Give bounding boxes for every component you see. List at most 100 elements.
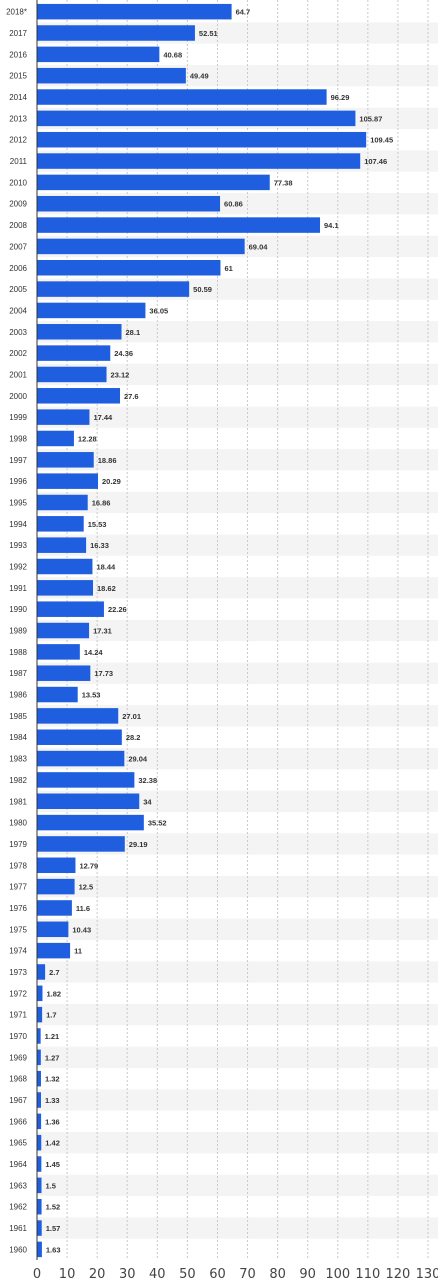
y-tick-label: 1984 xyxy=(9,733,27,742)
y-tick-label: 2015 xyxy=(9,72,27,81)
data-label: 1.57 xyxy=(46,1224,61,1233)
y-tick-label: 2017 xyxy=(9,29,27,38)
y-tick-label: 1961 xyxy=(9,1224,27,1233)
x-tick-label: 90 xyxy=(299,1267,316,1280)
bar xyxy=(37,217,321,233)
y-tick-label: 1990 xyxy=(9,605,27,614)
bar xyxy=(37,708,119,724)
y-tick-label: 1997 xyxy=(9,456,27,465)
bar xyxy=(37,793,140,809)
bar xyxy=(37,494,88,511)
bar xyxy=(37,644,80,660)
data-labels: 64.7 52.51 40.68 49.49 96.29 105.87 109.45 107.… xyxy=(45,8,394,1255)
data-label: 1.33 xyxy=(45,1096,60,1105)
data-label: 1.42 xyxy=(45,1139,60,1148)
row-band xyxy=(37,1046,438,1068)
y-tick-label: 1980 xyxy=(9,819,27,828)
data-label: 52.51 xyxy=(199,29,218,38)
y-tick-label: 1966 xyxy=(9,1117,27,1126)
x-tick-label: 30 xyxy=(119,1267,136,1280)
data-label: 10.43 xyxy=(72,925,91,934)
data-label: 34 xyxy=(143,797,152,806)
row-band xyxy=(37,1132,438,1154)
data-label: 18.86 xyxy=(98,456,117,465)
data-label: 96.29 xyxy=(331,93,350,102)
bar xyxy=(37,1156,42,1172)
data-label: 16.33 xyxy=(90,541,109,550)
data-label: 50.59 xyxy=(193,285,212,294)
x-tick-label: 20 xyxy=(89,1267,106,1280)
row-band xyxy=(37,534,438,556)
y-tick-label: 1969 xyxy=(9,1053,27,1062)
y-tick-label: 1960 xyxy=(9,1245,27,1254)
data-label: 17.73 xyxy=(94,669,113,678)
data-label: 61 xyxy=(224,264,232,273)
x-tick-label: 110 xyxy=(355,1267,380,1280)
data-label: 27.6 xyxy=(124,392,139,401)
x-tick-label: 80 xyxy=(269,1267,286,1280)
data-label: 1.36 xyxy=(45,1117,60,1126)
row-band xyxy=(37,875,438,898)
y-tick-label: 1964 xyxy=(9,1160,27,1169)
data-label: 15.53 xyxy=(88,520,107,529)
bar xyxy=(37,1177,42,1194)
y-tick-label: 1963 xyxy=(9,1181,27,1190)
y-tick-label: 1983 xyxy=(9,755,27,764)
y-tick-label: 1998 xyxy=(9,434,27,443)
y-tick-label: 1974 xyxy=(9,947,27,956)
bar xyxy=(37,558,93,575)
y-tick-label: 1996 xyxy=(9,477,27,486)
bar xyxy=(37,1006,43,1023)
bar xyxy=(37,665,91,681)
x-tick-labels: 0 10 20 30 40 50 60 70 80 90 100 110 120 130 xyxy=(33,1267,438,1280)
y-tick-label: 2005 xyxy=(9,285,27,294)
y-tick-labels: 2018* 2017 2016 2015 2014 2013 2012 2011 2010 200… xyxy=(6,8,27,1255)
y-tick-label: 1986 xyxy=(9,691,27,700)
data-label: 35.52 xyxy=(148,819,167,828)
data-label: 24.36 xyxy=(114,349,133,358)
bar xyxy=(37,750,125,767)
y-tick-label: 1977 xyxy=(9,883,27,892)
x-tick-label: 50 xyxy=(179,1267,196,1280)
y-tick-label: 1978 xyxy=(9,861,27,870)
y-tick-label: 1988 xyxy=(9,648,27,657)
data-label: 28.2 xyxy=(126,733,141,742)
data-label: 1.63 xyxy=(46,1245,61,1254)
x-tick-label: 100 xyxy=(325,1267,350,1280)
bar xyxy=(37,1134,42,1151)
y-tick-label: 2011 xyxy=(10,157,28,166)
data-label: 105.87 xyxy=(359,114,382,123)
bar xyxy=(37,1049,41,1066)
y-tick-label: 2002 xyxy=(9,349,27,358)
bar xyxy=(37,238,245,255)
y-tick-label: 2018* xyxy=(6,8,27,17)
data-label: 1.7 xyxy=(46,1011,56,1020)
data-label: 32.38 xyxy=(138,776,157,785)
bar xyxy=(37,836,125,852)
bar xyxy=(37,281,190,297)
y-tick-label: 1982 xyxy=(9,776,27,785)
bar xyxy=(37,601,104,617)
bar xyxy=(37,964,46,980)
y-tick-label: 2013 xyxy=(9,114,27,123)
y-tick-label: 1992 xyxy=(9,563,27,572)
y-tick-label: 1993 xyxy=(9,541,27,550)
data-label: 18.62 xyxy=(97,584,116,593)
y-tick-label: 1962 xyxy=(9,1203,27,1212)
y-tick-label: 2010 xyxy=(9,178,27,187)
bar xyxy=(37,985,43,1002)
x-tick-label: 10 xyxy=(59,1267,76,1280)
x-tick-label: 120 xyxy=(386,1267,411,1280)
x-tick-label: 130 xyxy=(416,1267,438,1280)
bar xyxy=(37,878,75,895)
data-label: 17.44 xyxy=(93,413,113,422)
data-label: 64.7 xyxy=(236,8,251,17)
x-tick-label: 70 xyxy=(239,1267,256,1280)
y-tick-label: 2008 xyxy=(9,221,27,230)
y-tick-label: 1967 xyxy=(9,1096,27,1105)
bar xyxy=(37,580,94,596)
y-tick-label: 2004 xyxy=(9,306,27,315)
bar xyxy=(37,345,111,361)
bar xyxy=(37,3,232,20)
